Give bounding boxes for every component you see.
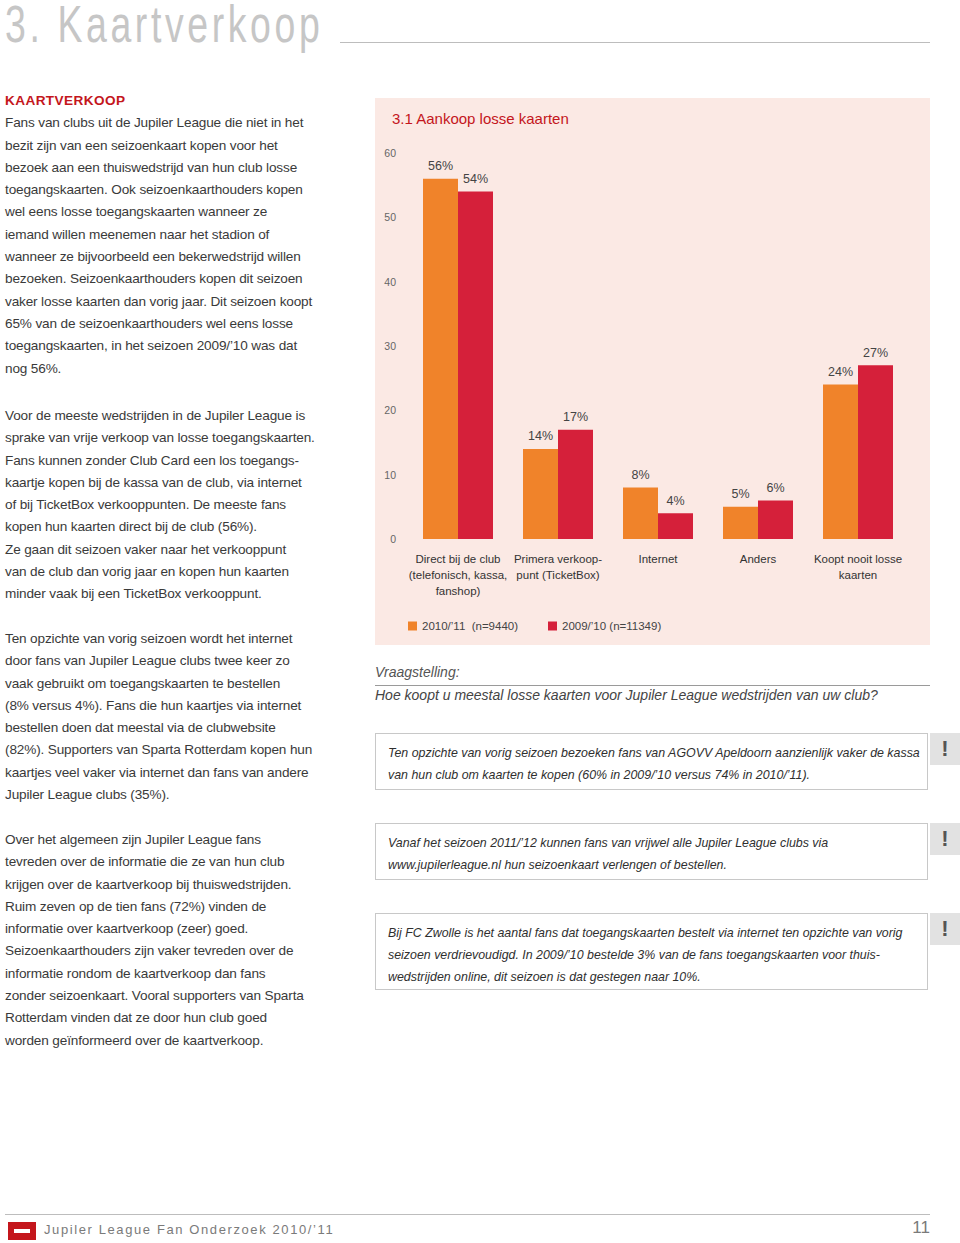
html-text:wedstrijden online, dit seizoe: wedstrijden online, dit seizoen is dat g… — [388, 970, 701, 984]
html-text:Fans van clubs uit de Jupiler: Fans van clubs uit de Jupiler League die… — [5, 115, 304, 131]
html-text:KAARTVERKOOP: KAARTVERKOOP — [5, 93, 126, 108]
svg-text:(telefonisch, kassa,: (telefonisch, kassa, — [409, 569, 507, 581]
svg-text:50: 50 — [384, 211, 396, 223]
html-text:Seizoenkaarthouders zijn vaker: Seizoenkaarthouders zijn vaker tevreden … — [5, 943, 294, 959]
html-text:Bij FC Zwolle is het aantal fa: Bij FC Zwolle is het aantal fans dat toe… — [388, 926, 903, 940]
html-text:of bij TicketBox verkooppunten: of bij TicketBox verkooppunten. De meest… — [5, 497, 286, 513]
html-text:van hun club om kaarten te kop: van hun club om kaarten te kopen (60% in… — [388, 768, 810, 782]
svg-text:56%: 56% — [428, 159, 453, 173]
html-text:Vanaf het seizoen 2011/’12 kun: Vanaf het seizoen 2011/’12 kunnen fans v… — [388, 836, 829, 850]
html-text:krijgen over de kaartverkoop b: krijgen over de kaartverkoop bij thuiswe… — [5, 876, 292, 892]
html-text:bezoeken. Seizoenkaarthouders: bezoeken. Seizoenkaarthouders kopen dit … — [5, 271, 303, 287]
html-text:Rotterdam vinden dat ze door h: Rotterdam vinden dat ze door hun club go… — [5, 1010, 267, 1026]
html-text:kaartjes veel vaker via intern: kaartjes veel vaker via internet dan fan… — [5, 764, 309, 780]
html-text:Fans kunnen zonder Club Card e: Fans kunnen zonder Club Card een los toe… — [5, 452, 299, 468]
html-text:Ruim zeven op de tien fans (72: Ruim zeven op de tien fans (72%) vinden … — [5, 898, 267, 914]
html-text:wanneer ze bijvoorbeeld een be: wanneer ze bijvoorbeeld een bekerwedstri… — [5, 249, 301, 265]
html-text:bezit zijn van een seizoenkaar: bezit zijn van een seizoenkaart kopen vo… — [5, 137, 278, 153]
html-text:(8% versus 4%). Fans die hun k: (8% versus 4%). Fans die hun kaartjes vi… — [5, 697, 302, 713]
html-text:informatie rondom de kaartverk: informatie rondom de kaartverkoop dan fa… — [5, 965, 266, 981]
html-text:tevreden over de informatie di: tevreden over de informatie die ze van h… — [5, 854, 285, 870]
svg-text:2009/’10 (n=11349): 2009/’10 (n=11349) — [562, 620, 661, 632]
svg-text:24%: 24% — [828, 365, 853, 379]
html-text:worden geïnformeerd over de ka: worden geïnformeerd over de kaartverkoop… — [5, 1032, 264, 1048]
html-text:kaartje kopen bij de kassa van: kaartje kopen bij de kassa van de club, … — [5, 474, 302, 490]
html-text:kopen hun kaarten direct bij d: kopen hun kaarten direct bij de club (56… — [5, 519, 257, 535]
html-text:informatie over kaartverkoop (: informatie over kaartverkoop (zeer) goed… — [5, 921, 249, 937]
html-text:door fans van Jupiler League c: door fans van Jupiler League clubs twee … — [5, 653, 290, 669]
svg-text:punt (TicketBox): punt (TicketBox) — [516, 569, 599, 581]
svg-text:40: 40 — [384, 276, 396, 288]
svg-text:20: 20 — [384, 404, 396, 416]
html-text:(82%). Supporters van Sparta R: (82%). Supporters van Sparta Rotterdam k… — [5, 742, 313, 758]
svg-text:14%: 14% — [528, 429, 553, 443]
html-text:Ten opzichte van vorig seizoen: Ten opzichte van vorig seizoen wordt het… — [5, 631, 293, 646]
html-text:Over het algemeen zijn Jupiler: Over het algemeen zijn Jupiler League fa… — [5, 832, 261, 847]
html-text:van de club dan vorig jaar en: van de club dan vorig jaar en kopen hun … — [5, 564, 289, 580]
svg-text:8%: 8% — [631, 468, 649, 482]
svg-text:5%: 5% — [731, 487, 749, 501]
html-text:Vraagstelling:: Vraagstelling: — [375, 664, 460, 680]
svg-text:fanshop): fanshop) — [436, 585, 481, 597]
svg-text:17%: 17% — [563, 410, 588, 424]
svg-text:54%: 54% — [463, 172, 488, 186]
html-text:minder vaak bij een TicketBox: minder vaak bij een TicketBox verkooppun… — [5, 586, 262, 602]
html-text:seizoen verdrievoudigd. In 200: seizoen verdrievoudigd. In 2009/’10 best… — [388, 948, 880, 962]
svg-text:2010/’11 (n=9440): 2010/’11 (n=9440) — [422, 620, 518, 632]
html-text:11: 11 — [912, 1218, 930, 1237]
svg-text:60: 60 — [384, 147, 396, 159]
html-text:sprake van vrije verkoop van l: sprake van vrije verkoop van losse toega… — [5, 430, 315, 446]
svg-text:10: 10 — [384, 469, 396, 481]
html-text:toegangskaarten, in het seizoe: toegangskaarten, in het seizoen 2009/’10… — [5, 338, 298, 354]
html-text:Ten opzichte van vorig seizoen: Ten opzichte van vorig seizoen bezoeken … — [388, 746, 920, 760]
html-text:vaker losse kaarten dan vorig: vaker losse kaarten dan vorig jaar. Dit … — [5, 293, 313, 309]
html-text:vaak gebruikt om toegangskaart: vaak gebruikt om toegangskaarten te best… — [5, 675, 281, 691]
svg-text:3.1 Aankoop losse kaarten: 3.1 Aankoop losse kaarten — [392, 110, 569, 127]
svg-text:4%: 4% — [666, 494, 684, 508]
html-text:wel eens losse toegangskaarten: wel eens losse toegangskaarten wanneer z… — [5, 204, 268, 220]
svg-text:Anders: Anders — [740, 553, 777, 565]
html-text:zonder seizoenkaart. Vooral su: zonder seizoenkaart. Vooral supporters v… — [5, 988, 304, 1004]
svg-text:27%: 27% — [863, 346, 888, 360]
html-text:65% van de seizoenkaarthouders: 65% van de seizoenkaarthouders wel eens … — [5, 316, 293, 331]
html-text:bestellen doen dat meestal via: bestellen doen dat meestal via de clubwe… — [5, 720, 276, 736]
html-text:nog 56%.: nog 56%. — [5, 360, 62, 376]
svg-text:Primera verkoop-: Primera verkoop- — [514, 553, 602, 565]
svg-text:Koopt nooit losse: Koopt nooit losse — [814, 553, 902, 565]
html-text:Hoe koopt u meestal losse kaar: Hoe koopt u meestal losse kaarten voor J… — [375, 687, 878, 703]
html-text:toegangskaarten. Ook seizoenka: toegangskaarten. Ook seizoenkaarthouders… — [5, 182, 303, 198]
svg-text:kaarten: kaarten — [839, 569, 877, 581]
svg-text:Direct bij de club: Direct bij de club — [415, 553, 500, 565]
html-text:Jupiler League clubs (35%).: Jupiler League clubs (35%). — [5, 787, 170, 803]
svg-text:0: 0 — [390, 533, 396, 545]
html-text:Voor de meeste wedstrijden in: Voor de meeste wedstrijden in de Jupiler… — [5, 408, 306, 423]
svg-text:30: 30 — [384, 340, 396, 352]
svg-text:Internet: Internet — [639, 553, 679, 565]
html-text:Jupiler League Fan Onderzoek 2: Jupiler League Fan Onderzoek 2010/’11 — [44, 1222, 335, 1237]
html-text:iemand willen meenemen naar he: iemand willen meenemen naar het stadion … — [5, 226, 270, 242]
svg-text:6%: 6% — [766, 481, 784, 495]
html-text:www.jupilerleague.nl hun seizo: www.jupilerleague.nl hun seizoenkaart ve… — [388, 858, 727, 872]
html-text:bezoek aan een thuiswedstrijd: bezoek aan een thuiswedstrijd van hun cl… — [5, 159, 298, 175]
html-text:Ze gaan dit seizoen vaker naar: Ze gaan dit seizoen vaker naar het verko… — [5, 541, 286, 557]
